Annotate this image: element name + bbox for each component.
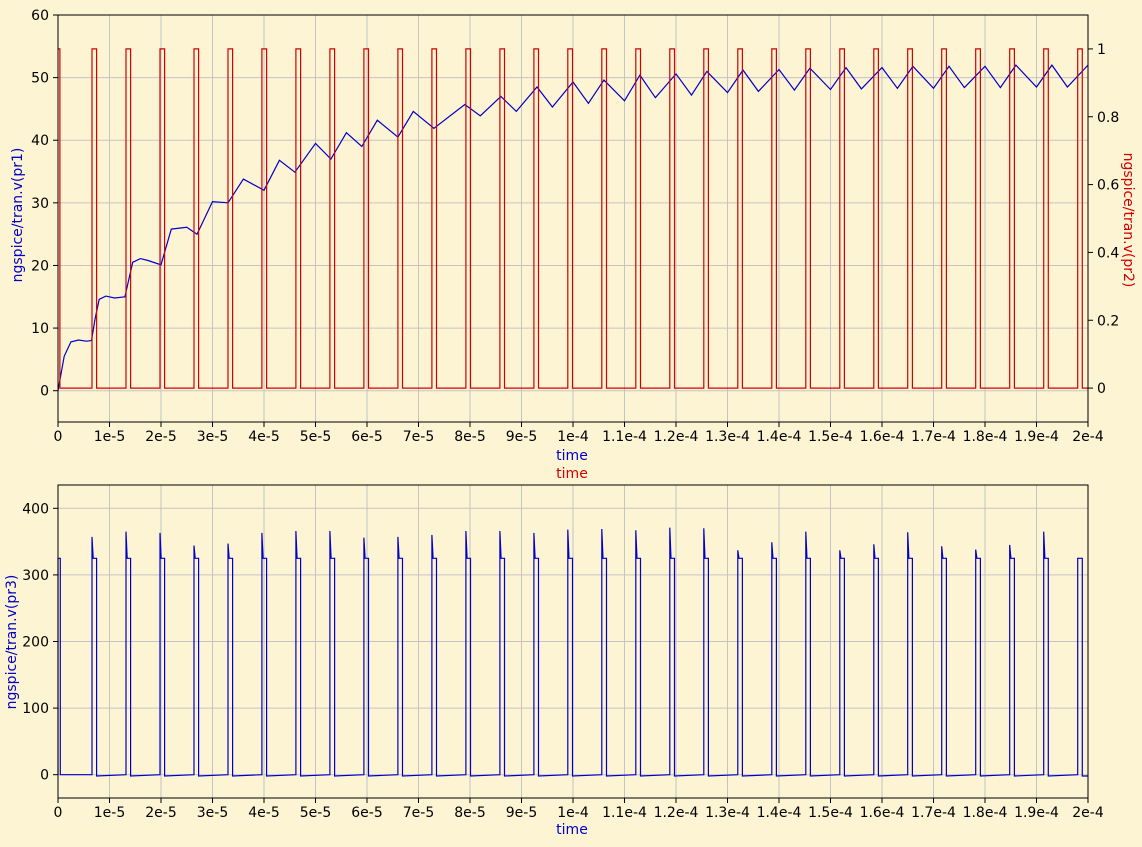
- bottom-x-tick-label: 1.1e-4: [602, 805, 647, 821]
- top-series-blue-line: [57, 64, 1089, 391]
- bottom-x-tick-label: 1.7e-4: [911, 805, 956, 821]
- bottom-x-tick-label: 1.5e-4: [808, 805, 853, 821]
- top-x-tick-label: 2e-4: [1072, 429, 1104, 445]
- top-x-tick-label: 1.1e-4: [602, 429, 647, 445]
- top-y-tick-label: 0: [40, 384, 49, 400]
- top-x-tick-label: 1.8e-4: [963, 429, 1008, 445]
- top-y-right-tick-label: 0.4: [1097, 245, 1119, 261]
- top-y-tick-label: 40: [31, 133, 49, 149]
- bottom-plot-frame: [57, 484, 1089, 799]
- top-y-tick-label: 10: [31, 321, 49, 337]
- bottom-y-tick-label: 300: [22, 568, 49, 584]
- top-x-tick-label: 1.7e-4: [911, 429, 956, 445]
- bottom-x-tick-label: 7e-5: [403, 805, 434, 821]
- top-x-tick-label: 6e-5: [351, 429, 382, 445]
- bottom-x-tick-label: 1.8e-4: [963, 805, 1008, 821]
- bottom-x-tick-label: 1.9e-4: [1014, 805, 1059, 821]
- bottom-x-tick-label: 6e-5: [351, 805, 382, 821]
- bottom-x-tick-label: 1.2e-4: [654, 805, 699, 821]
- bottom-x-tick-label: 2e-4: [1072, 805, 1104, 821]
- top-x-axis-label: time: [556, 448, 588, 464]
- top-y-right-tick-label: 1: [1097, 42, 1106, 58]
- top-x-tick-label: 1.3e-4: [705, 429, 750, 445]
- top-x-tick-label: 1e-4: [557, 429, 589, 445]
- top-plot-frame: [57, 14, 1089, 423]
- top-x-tick-label: 8e-5: [454, 429, 485, 445]
- bottom-x-tick-label: 1e-4: [557, 805, 589, 821]
- top-y-right-tick-label: 0: [1097, 381, 1106, 397]
- top-x-axis-label-secondary: time: [556, 466, 588, 482]
- bottom-x-tick-label: 1.3e-4: [705, 805, 750, 821]
- top-y-tick-label: 50: [31, 71, 49, 87]
- top-series-red-line: [58, 48, 1088, 389]
- bottom-x-tick-label: 2e-5: [145, 805, 176, 821]
- bottom-x-tick-label: 9e-5: [506, 805, 537, 821]
- top-y-axis-label-left: ngspice/tran.v(pr1): [10, 148, 26, 283]
- top-x-tick-label: 9e-5: [506, 429, 537, 445]
- top-x-tick-label: 1.2e-4: [654, 429, 699, 445]
- top-y-right-tick-label: 0.6: [1097, 178, 1119, 194]
- top-x-tick-label: 7e-5: [403, 429, 434, 445]
- top-x-tick-label: 1.9e-4: [1014, 429, 1059, 445]
- bottom-x-tick-label: 1e-5: [94, 805, 125, 821]
- bottom-y-tick-label: 400: [22, 501, 49, 517]
- bottom-series-blue-line: [57, 527, 1088, 777]
- bottom-x-tick-label: 4e-5: [248, 805, 279, 821]
- top-y-tick-label: 20: [31, 258, 49, 274]
- top-y-tick-label: 60: [31, 8, 49, 24]
- top-y-right-tick-label: 0.8: [1097, 110, 1119, 126]
- bottom-x-tick-label: 1.6e-4: [860, 805, 905, 821]
- top-x-tick-label: 4e-5: [248, 429, 279, 445]
- bottom-x-tick-label: 5e-5: [300, 805, 331, 821]
- bottom-plot: 0 1e-5 2e-5 3e-5 4e-5 5e-5 6e-5 7e-5 8e-5 9e-5 1e-…: [22, 484, 1104, 821]
- bottom-y-axis-label-left: ngspice/tran.v(pr3): [4, 575, 20, 710]
- top-y-tick-label: 30: [31, 196, 49, 212]
- bottom-y-tick-label: 100: [22, 701, 49, 717]
- top-x-tick-label: 1e-5: [94, 429, 125, 445]
- bottom-y-tick-label: 0: [40, 768, 49, 784]
- top-x-tick-label: 5e-5: [300, 429, 331, 445]
- top-x-tick-label: 1.4e-4: [757, 429, 802, 445]
- bottom-y-tick-label: 200: [22, 635, 49, 651]
- top-y-axis-label-right: ngspice/tran.v(pr2): [1120, 153, 1136, 288]
- top-plot: 0 1e-5 2e-5 3e-5 4e-5 5e-5 6e-5 7e-5 8e-5 9e-5 1e-…: [31, 8, 1119, 445]
- top-x-tick-label: 3e-5: [197, 429, 228, 445]
- top-x-tick-label: 0: [54, 429, 63, 445]
- top-x-tick-label: 1.6e-4: [860, 429, 905, 445]
- bottom-x-tick-label: 0: [54, 805, 63, 821]
- bottom-x-tick-label: 8e-5: [454, 805, 485, 821]
- bottom-x-tick-label: 3e-5: [197, 805, 228, 821]
- bottom-x-tick-label: 1.4e-4: [757, 805, 802, 821]
- top-x-tick-label: 1.5e-4: [808, 429, 853, 445]
- bottom-x-axis-label: time: [556, 822, 588, 838]
- top-y-right-tick-label: 0.2: [1097, 313, 1119, 329]
- top-x-tick-label: 2e-5: [145, 429, 176, 445]
